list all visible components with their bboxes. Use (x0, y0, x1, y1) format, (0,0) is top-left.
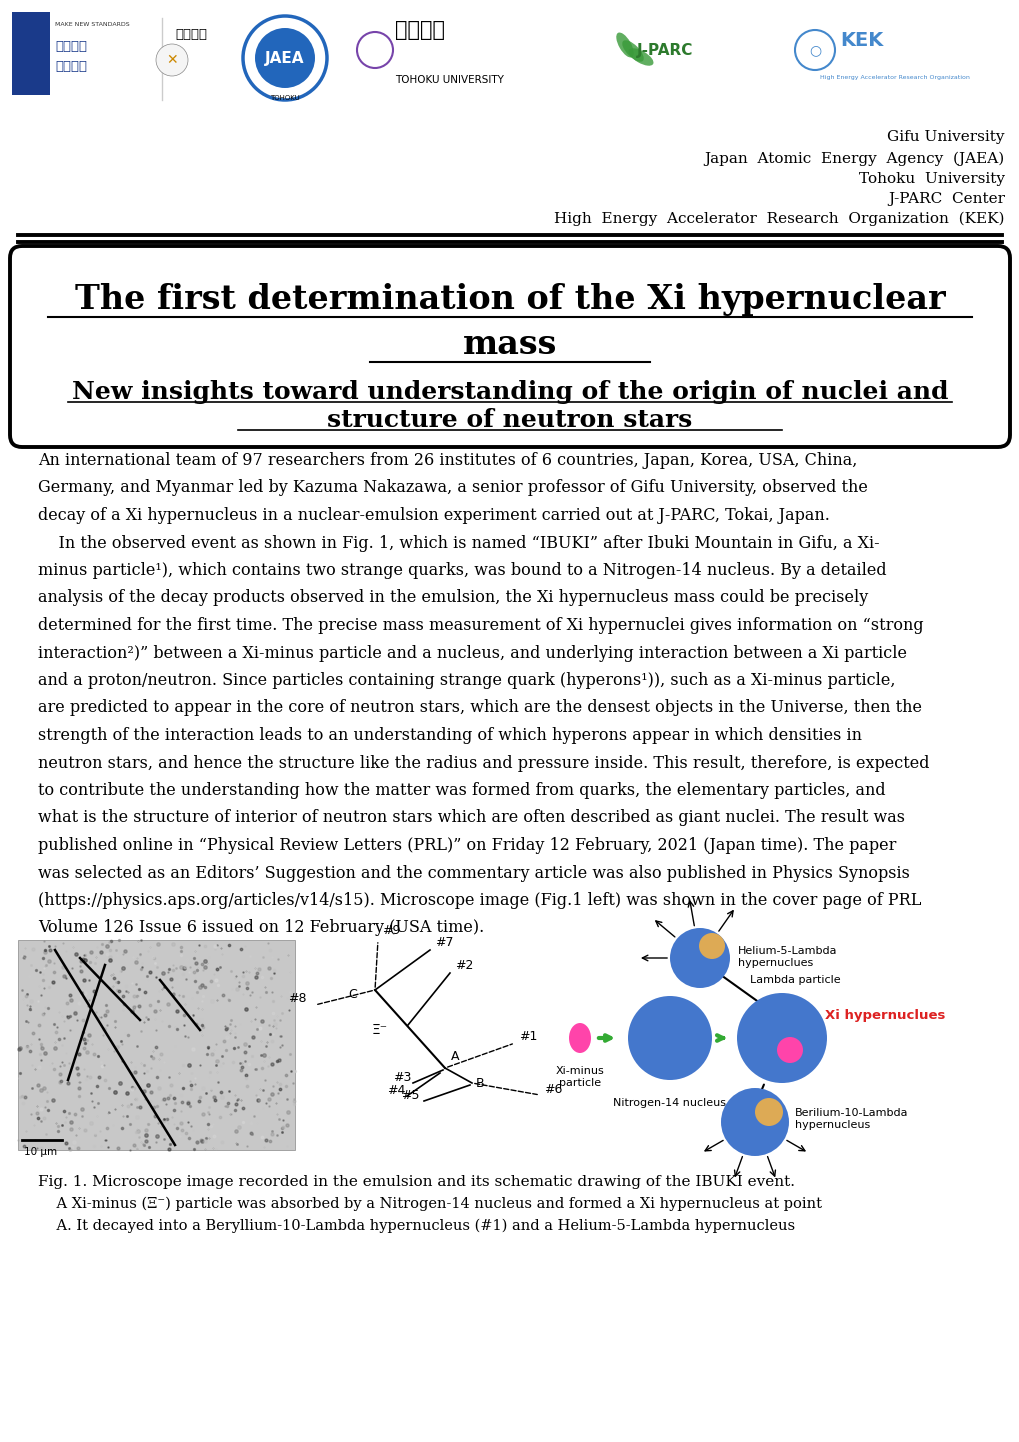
Text: hypernuclues: hypernuclues (738, 957, 812, 968)
Bar (12, 20, 50, 95)
Circle shape (720, 1089, 789, 1156)
Ellipse shape (622, 40, 643, 62)
Text: interaction²)” between a Xi-minus particle and a nucleus, and underlying interac: interaction²)” between a Xi-minus partic… (38, 645, 906, 662)
Text: TOHOKU: TOHOKU (270, 95, 300, 101)
Text: and a proton/neutron. Since particles containing strange quark (hyperons¹)), suc: and a proton/neutron. Since particles co… (38, 672, 895, 689)
Text: minus particle¹), which contains two strange quarks, was bound to a Nitrogen-14 : minus particle¹), which contains two str… (38, 562, 886, 580)
Circle shape (794, 30, 835, 71)
Ellipse shape (569, 1022, 590, 1053)
Text: published online in “Physical Review Letters (PRL)” on Friday 12 February, 2021 : published online in “Physical Review Let… (38, 836, 896, 854)
Circle shape (255, 27, 315, 88)
Text: A Xi-minus (Ξ⁻) particle was absorbed by a Nitrogen-14 nucleus and formed a Xi h: A Xi-minus (Ξ⁻) particle was absorbed by… (38, 1197, 821, 1211)
Text: A: A (450, 1050, 459, 1063)
Text: Tohoku  University: Tohoku University (858, 172, 1004, 186)
Text: #2: #2 (454, 959, 473, 972)
Circle shape (669, 929, 730, 988)
Text: A. It decayed into a Beryllium-10-Lambda hypernucleus (#1) and a Helium-5-Lambda: A. It decayed into a Beryllium-10-Lambda… (38, 1218, 795, 1233)
Circle shape (628, 996, 711, 1080)
Ellipse shape (628, 48, 653, 66)
Text: High Energy Accelerator Research Organization: High Energy Accelerator Research Organiz… (819, 75, 969, 79)
Text: Ξ⁻: Ξ⁻ (372, 1022, 387, 1037)
Text: mass: mass (463, 329, 556, 362)
Text: #5: #5 (401, 1089, 420, 1102)
Text: Helium-5-Lambda: Helium-5-Lambda (738, 946, 837, 956)
Text: particle: particle (558, 1079, 600, 1089)
Text: ✕: ✕ (166, 53, 177, 66)
Text: #9: #9 (382, 924, 400, 937)
Text: #1: #1 (519, 1030, 537, 1043)
Text: Gifu University: Gifu University (887, 130, 1004, 144)
Text: #8: #8 (288, 992, 307, 1005)
Circle shape (357, 32, 392, 68)
Circle shape (737, 994, 826, 1083)
Text: C: C (347, 988, 357, 1001)
Text: MAKE NEW STANDARDS: MAKE NEW STANDARDS (55, 22, 129, 27)
Text: strength of the interaction leads to an understanding of which hyperons appear i: strength of the interaction leads to an … (38, 727, 861, 744)
Text: Lambda particle: Lambda particle (749, 975, 840, 985)
Text: High  Energy  Accelerator  Research  Organization  (KEK): High Energy Accelerator Research Organiz… (554, 212, 1004, 226)
Text: J-PARC: J-PARC (636, 42, 693, 58)
Text: Xi-minus: Xi-minus (555, 1066, 604, 1076)
Text: #4: #4 (386, 1084, 405, 1097)
Text: determined for the first time. The precise mass measurement of Xi hypernuclei gi: determined for the first time. The preci… (38, 617, 923, 634)
Text: what is the structure of interior of neutron stars which are often described as : what is the structure of interior of neu… (38, 809, 904, 826)
Text: ○: ○ (808, 43, 820, 58)
Text: analysis of the decay products observed in the emulsion, the Xi hypernucleus mas: analysis of the decay products observed … (38, 590, 867, 607)
Text: hypernucleus: hypernucleus (794, 1120, 869, 1131)
Text: #7: #7 (434, 936, 453, 949)
Circle shape (776, 1037, 802, 1063)
Circle shape (754, 1097, 783, 1126)
FancyBboxPatch shape (10, 247, 1009, 447)
Circle shape (243, 16, 327, 99)
Text: The first determination of the Xi hypernuclear: The first determination of the Xi hypern… (74, 284, 945, 316)
Text: Xi hypernuclues: Xi hypernuclues (824, 1008, 945, 1021)
Text: New insights toward understanding of the origin of nuclei and: New insights toward understanding of the… (71, 381, 948, 404)
Text: Nitrogen-14 nucleus: Nitrogen-14 nucleus (612, 1097, 726, 1107)
Text: 岐阜大学: 岐阜大学 (175, 27, 207, 40)
Text: Germany, and Myanmar led by Kazuma Nakazawa, a senior professor of Gifu Universi: Germany, and Myanmar led by Kazuma Nakaz… (38, 480, 867, 496)
Circle shape (698, 933, 725, 959)
Text: #6: #6 (543, 1083, 561, 1096)
Text: 大学機構: 大学機構 (55, 61, 87, 74)
Text: TOHOKU UNIVERSITY: TOHOKU UNIVERSITY (394, 75, 503, 85)
Text: Fig. 1. Microscope image recorded in the emulsion and its schematic drawing of t: Fig. 1. Microscope image recorded in the… (38, 1175, 794, 1190)
Circle shape (156, 45, 187, 76)
Text: to contribute the understanding how the matter was formed from quarks, the eleme: to contribute the understanding how the … (38, 782, 884, 799)
Text: structure of neutron stars: structure of neutron stars (327, 408, 692, 433)
Text: JAEA: JAEA (265, 50, 305, 65)
Text: J-PARC  Center: J-PARC Center (888, 192, 1004, 206)
Text: Volume 126 Issue 6 issued on 12 February (USA time).: Volume 126 Issue 6 issued on 12 February… (38, 920, 484, 936)
Text: B: B (476, 1077, 484, 1090)
Bar (18, 940, 294, 1151)
Text: An international team of 97 researchers from 26 institutes of 6 countries, Japan: An international team of 97 researchers … (38, 451, 857, 469)
Bar (12, 12, 50, 30)
Text: decay of a Xi hypernucleus in a nuclear-emulsion experiment carried out at J-PAR: decay of a Xi hypernucleus in a nuclear-… (38, 508, 829, 523)
Text: (https://physics.aps.org/articles/v14/s15). Microscope image (Fig.1 left) was sh: (https://physics.aps.org/articles/v14/s1… (38, 893, 920, 908)
Text: are predicted to appear in the core of neutron stars, which are the densest obje: are predicted to appear in the core of n… (38, 699, 921, 717)
Text: 東海国立: 東海国立 (55, 40, 87, 53)
Text: 10 μm: 10 μm (24, 1146, 57, 1156)
Text: was selected as an Editors’ Suggestion and the commentary article was also publi: was selected as an Editors’ Suggestion a… (38, 865, 909, 881)
Text: neutron stars, and hence the structure like the radius and pressure inside. This: neutron stars, and hence the structure l… (38, 754, 928, 771)
Text: 東北大学: 東北大学 (394, 20, 444, 40)
Text: Berilium-10-Lambda: Berilium-10-Lambda (794, 1107, 908, 1118)
Ellipse shape (615, 33, 633, 58)
Text: KEK: KEK (840, 30, 882, 49)
Text: Japan  Atomic  Energy  Agency  (JAEA): Japan Atomic Energy Agency (JAEA) (704, 151, 1004, 166)
Text: In the observed event as shown in Fig. 1, which is named “IBUKI” after Ibuki Mou: In the observed event as shown in Fig. 1… (38, 535, 878, 551)
Text: #3: #3 (392, 1071, 411, 1084)
